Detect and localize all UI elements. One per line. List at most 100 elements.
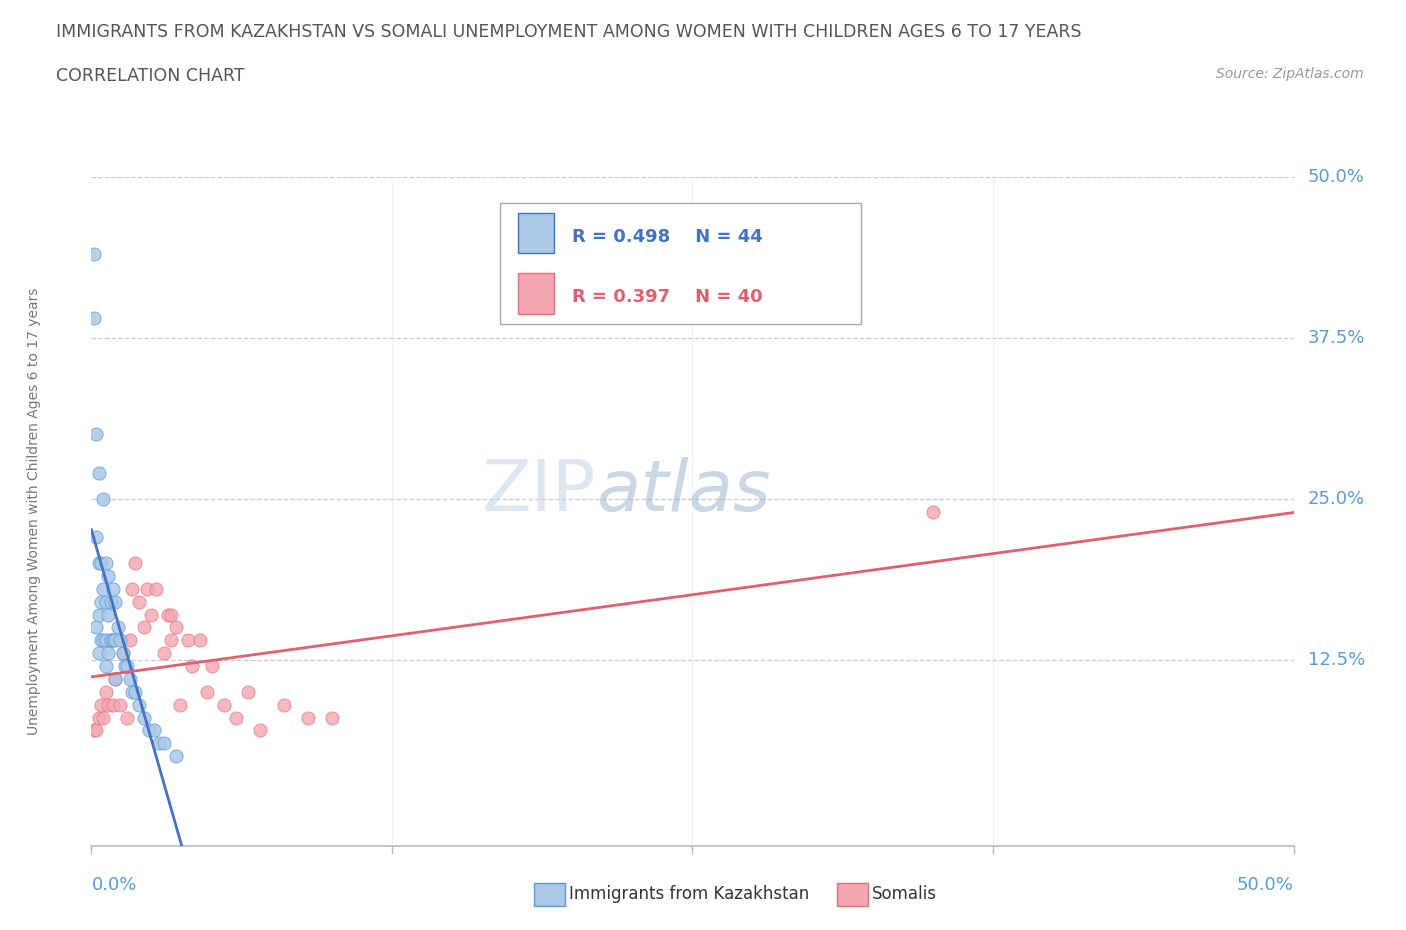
Point <box>142 723 165 737</box>
Point <box>110 632 132 647</box>
Point <box>121 684 143 699</box>
Point <box>117 658 139 673</box>
Point <box>104 671 127 686</box>
FancyBboxPatch shape <box>519 213 554 253</box>
Point <box>90 632 112 647</box>
Point <box>87 645 110 660</box>
Point <box>83 311 105 325</box>
Point <box>138 723 160 737</box>
Point <box>93 711 115 725</box>
FancyBboxPatch shape <box>519 273 554 313</box>
Point <box>124 555 146 570</box>
Point <box>297 711 319 725</box>
Text: 12.5%: 12.5% <box>1308 651 1365 669</box>
Point <box>159 607 181 622</box>
Point <box>236 684 259 699</box>
Point <box>87 465 110 480</box>
Point <box>195 684 218 699</box>
Point <box>111 645 134 660</box>
Point <box>107 620 129 635</box>
Text: 25.0%: 25.0% <box>1308 489 1365 508</box>
Point <box>94 555 117 570</box>
Point <box>165 620 187 635</box>
Point <box>121 581 143 596</box>
Point <box>84 723 107 737</box>
Point <box>84 427 107 442</box>
Point <box>90 594 112 609</box>
Point <box>101 632 124 647</box>
Point <box>110 698 132 712</box>
Point <box>169 698 191 712</box>
Text: atlas: atlas <box>596 457 770 525</box>
Point <box>104 671 127 686</box>
Point <box>93 491 115 506</box>
Text: ZIP: ZIP <box>482 457 596 525</box>
Point <box>117 711 139 725</box>
Point <box>101 698 124 712</box>
Point <box>87 607 110 622</box>
Point <box>100 594 122 609</box>
Point <box>90 698 112 712</box>
Point <box>165 749 187 764</box>
Point <box>201 658 224 673</box>
Text: Unemployment Among Women with Children Ages 6 to 17 years: Unemployment Among Women with Children A… <box>27 287 41 736</box>
Point <box>135 581 157 596</box>
Point <box>100 632 122 647</box>
Point <box>922 504 945 519</box>
Point <box>97 607 120 622</box>
Point <box>188 632 211 647</box>
Point <box>159 632 181 647</box>
Point <box>134 711 156 725</box>
Point <box>93 632 115 647</box>
Point <box>90 555 112 570</box>
Point <box>212 698 235 712</box>
Point <box>176 632 198 647</box>
Point <box>104 594 127 609</box>
Text: Somalis: Somalis <box>872 884 936 903</box>
Point <box>249 723 271 737</box>
Point <box>100 632 122 647</box>
Point <box>111 645 134 660</box>
Point <box>141 607 163 622</box>
Point <box>118 632 141 647</box>
Point <box>118 671 141 686</box>
Text: CORRELATION CHART: CORRELATION CHART <box>56 67 245 85</box>
Point <box>94 658 117 673</box>
Point <box>148 736 170 751</box>
Point <box>104 632 127 647</box>
Point <box>225 711 247 725</box>
Point <box>181 658 204 673</box>
Point <box>94 594 117 609</box>
Point <box>84 530 107 545</box>
Point <box>128 594 150 609</box>
Point <box>83 723 105 737</box>
Point <box>128 698 150 712</box>
Point <box>93 581 115 596</box>
Point <box>273 698 295 712</box>
Point <box>145 581 167 596</box>
Text: 37.5%: 37.5% <box>1308 328 1365 347</box>
Point <box>152 645 174 660</box>
Text: R = 0.397    N = 40: R = 0.397 N = 40 <box>572 288 763 307</box>
Point <box>94 632 117 647</box>
Text: 50.0%: 50.0% <box>1308 167 1365 186</box>
Text: IMMIGRANTS FROM KAZAKHSTAN VS SOMALI UNEMPLOYMENT AMONG WOMEN WITH CHILDREN AGES: IMMIGRANTS FROM KAZAKHSTAN VS SOMALI UNE… <box>56 23 1081 41</box>
Text: 0.0%: 0.0% <box>91 876 136 895</box>
FancyBboxPatch shape <box>501 204 860 324</box>
Point <box>87 555 110 570</box>
Point <box>321 711 343 725</box>
Point <box>134 620 156 635</box>
Point <box>114 658 136 673</box>
Point <box>87 711 110 725</box>
Text: Immigrants from Kazakhstan: Immigrants from Kazakhstan <box>569 884 810 903</box>
Point <box>97 645 120 660</box>
Text: Source: ZipAtlas.com: Source: ZipAtlas.com <box>1216 67 1364 81</box>
Point <box>83 246 105 261</box>
Point <box>84 620 107 635</box>
Text: R = 0.498    N = 44: R = 0.498 N = 44 <box>572 228 763 246</box>
Point <box>94 684 117 699</box>
Point <box>97 568 120 583</box>
Point <box>97 698 120 712</box>
Point <box>157 607 180 622</box>
Point <box>101 581 124 596</box>
